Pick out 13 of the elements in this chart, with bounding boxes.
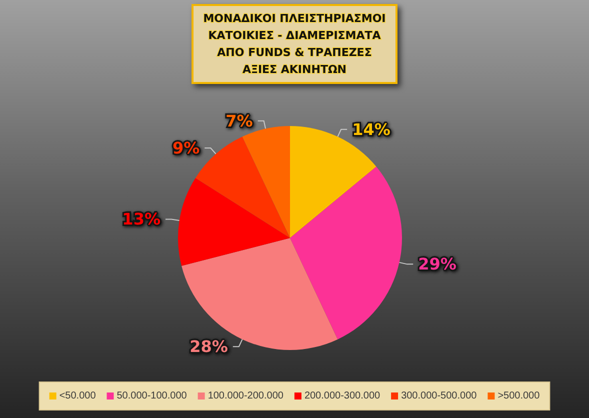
data-label: 29% <box>418 254 456 274</box>
legend-label: 200.000-300.000 <box>304 390 380 402</box>
legend-label: >500.000 <box>498 390 540 402</box>
legend-label: 50.000-100.000 <box>116 390 188 402</box>
data-label: 13% <box>122 210 160 229</box>
legend-label: 300.000-500.000 <box>401 390 478 402</box>
data-label: 28% <box>190 337 228 356</box>
data-label: 7% <box>226 111 253 130</box>
legend-label: <50.000 <box>59 390 96 402</box>
chart-title: ΜΟΝΑΔΙΚΟΙ ΠΛΕΙΣΤΗΡΙΑΣΜΟΙ ΚΑΤΟΙΚΙΕΣ - ΔΙΑΜΕΡΙΣΜΑΤΑ ΑΠΟ FUNDS & ΤΡΑΠΕΖΕΣ ΑΞΙΕΣ ΑΚΙΝΗΤΩΝ <box>203 12 386 76</box>
legend-label: 100.000-200.000 <box>208 390 284 402</box>
data-label: 9% <box>172 138 200 158</box>
data-label: 14% <box>352 120 390 139</box>
